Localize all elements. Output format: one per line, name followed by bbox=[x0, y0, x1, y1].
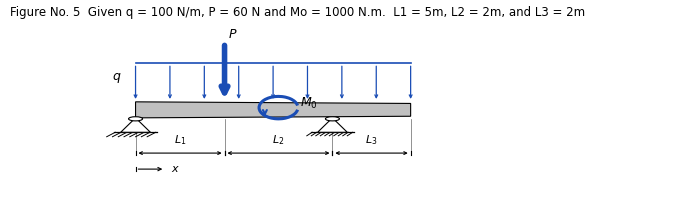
Circle shape bbox=[326, 117, 340, 121]
Text: $L_1$: $L_1$ bbox=[174, 134, 187, 147]
Polygon shape bbox=[136, 102, 411, 118]
Circle shape bbox=[129, 117, 143, 121]
Polygon shape bbox=[120, 118, 150, 132]
Text: $x$: $x$ bbox=[171, 164, 180, 174]
Text: $M_0$: $M_0$ bbox=[300, 96, 317, 111]
Text: $L_3$: $L_3$ bbox=[365, 134, 378, 147]
Text: Figure No. 5  Given q = 100 N/m, P = 60 N and Mo = 1000 N.m.  L1 = 5m, L2 = 2m, : Figure No. 5 Given q = 100 N/m, P = 60 N… bbox=[10, 6, 585, 19]
Text: q: q bbox=[113, 70, 120, 83]
Text: P: P bbox=[229, 28, 237, 41]
Polygon shape bbox=[317, 118, 347, 132]
Text: $L_2$: $L_2$ bbox=[272, 134, 285, 147]
